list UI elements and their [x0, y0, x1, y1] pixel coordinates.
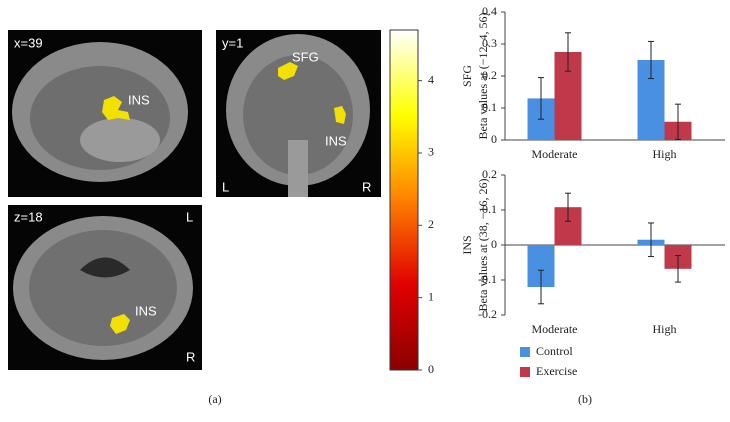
brain-axial: z=18 INS L R: [8, 205, 202, 370]
error-bar: [648, 40, 654, 80]
tick-label: 0: [428, 362, 434, 376]
y-tick-label: 0.1: [482, 202, 497, 216]
view-label: z=18: [14, 209, 43, 224]
legend-swatch: [520, 347, 530, 357]
y-tick-label: -0.1: [478, 272, 497, 286]
y-tick-label: -0.2: [478, 307, 497, 321]
y-axis-label: Beta values at (38, −16, 26): [476, 178, 490, 311]
side-label: L: [222, 179, 229, 194]
y-tick-label: 0.2: [482, 167, 497, 181]
caption: (a): [208, 392, 221, 406]
region-label: INS: [135, 303, 157, 318]
legend-label: Control: [536, 344, 573, 358]
tick-label: 2: [428, 217, 434, 231]
tick-label: 3: [428, 145, 434, 159]
side-label: R: [362, 179, 371, 194]
tick-label: 1: [428, 289, 434, 303]
error-bar: [538, 269, 544, 305]
x-tick-label: Moderate: [532, 322, 578, 336]
region-label: SFG: [460, 65, 474, 87]
view-label: x=39: [14, 35, 43, 50]
region-label: INS: [325, 133, 347, 148]
x-tick-label: High: [653, 322, 677, 336]
x-tick-label: High: [653, 147, 677, 161]
region-label: SFG: [292, 49, 319, 64]
error-bar: [648, 222, 654, 258]
error-bar: [675, 255, 681, 283]
error-bar: [565, 192, 571, 222]
error-bar: [538, 77, 544, 120]
tick-label: 4: [428, 72, 434, 86]
caption: (b): [578, 392, 592, 406]
y-tick-label: 0.4: [482, 4, 497, 18]
side-label: R: [186, 349, 195, 364]
brain-sagittal: x=39 INS: [8, 30, 202, 197]
region-label: INS: [460, 235, 474, 254]
y-tick-label: 0: [491, 237, 497, 251]
error-bar: [565, 32, 571, 72]
legend-label: Exercise: [536, 364, 577, 378]
region-label: INS: [128, 92, 150, 107]
x-tick-label: Moderate: [532, 147, 578, 161]
y-tick-label: 0.1: [482, 100, 497, 114]
y-tick-label: 0.3: [482, 36, 497, 50]
view-label: y=1: [222, 35, 243, 50]
side-label: L: [186, 209, 193, 224]
legend-swatch: [520, 367, 530, 377]
y-axis-label: Beta values at (−12, 4, 56): [476, 12, 490, 139]
brain-coronal: y=1 SFG INS L R: [216, 30, 381, 197]
colorbar: [389, 29, 419, 371]
y-tick-label: 0.2: [482, 68, 497, 82]
error-bar: [675, 103, 681, 140]
y-tick-label: 0: [491, 132, 497, 146]
